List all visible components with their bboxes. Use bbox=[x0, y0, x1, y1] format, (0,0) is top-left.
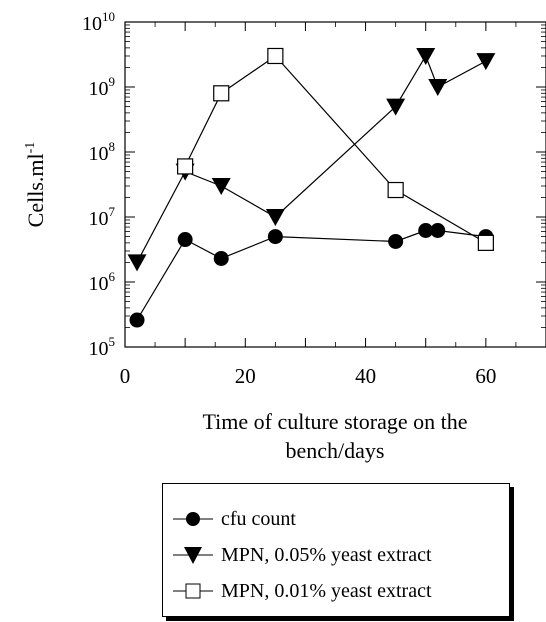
y-tick-label: 107 bbox=[89, 204, 116, 230]
plot-frame bbox=[124, 21, 546, 348]
data-point-circle bbox=[267, 229, 283, 245]
data-point-circle bbox=[129, 312, 145, 328]
legend-symbol-square-open bbox=[173, 583, 213, 599]
x-tick-label: 60 bbox=[475, 364, 496, 388]
y-tick-label: 109 bbox=[89, 74, 116, 100]
x-tick-label: 40 bbox=[355, 364, 376, 388]
data-point-circle bbox=[430, 222, 446, 238]
data-point-circle bbox=[418, 222, 434, 238]
data-point-triangle bbox=[386, 98, 406, 116]
data-point-square bbox=[177, 158, 194, 175]
data-point-triangle bbox=[476, 53, 496, 71]
y-tick-label: 108 bbox=[89, 139, 116, 165]
data-point-triangle bbox=[428, 79, 448, 96]
data-point-triangle bbox=[416, 47, 436, 65]
legend-symbol-circle bbox=[173, 512, 213, 526]
x-axis-label-line2: bench/days bbox=[286, 438, 385, 463]
legend-label: MPN, 0.01% yeast extract bbox=[221, 580, 432, 602]
data-point-circle bbox=[177, 232, 193, 248]
data-point-circle bbox=[213, 250, 229, 266]
data-point-triangle bbox=[265, 209, 285, 226]
legend-item-cfu-count: cfu count bbox=[163, 502, 509, 536]
data-point-square bbox=[213, 85, 230, 102]
legend-symbol-triangle-down bbox=[173, 547, 213, 564]
legend-item-mpn-005: MPN, 0.05% yeast extract bbox=[163, 538, 509, 572]
y-tick-label: 105 bbox=[89, 334, 116, 360]
data-point-circle bbox=[388, 233, 404, 249]
x-tick-label: 20 bbox=[235, 364, 256, 388]
data-point-triangle bbox=[211, 177, 231, 195]
data-point-square bbox=[477, 234, 494, 251]
legend-label: MPN, 0.05% yeast extract bbox=[221, 544, 432, 566]
data-point-square bbox=[267, 47, 284, 65]
x-axis-label-line1: Time of culture storage on the bbox=[203, 409, 468, 434]
data-point-triangle bbox=[127, 254, 147, 272]
y-tick-label: 1010 bbox=[82, 9, 115, 35]
y-tick-label: 106 bbox=[89, 269, 116, 295]
legend: cfu count MPN, 0.05% yeast extract MPN, … bbox=[162, 483, 510, 617]
data-point-square bbox=[387, 181, 404, 199]
legend-label: cfu count bbox=[221, 508, 296, 530]
y-axis-label: Cells.ml-1 bbox=[23, 142, 48, 228]
x-tick-label: 0 bbox=[120, 364, 131, 388]
legend-item-mpn-001: MPN, 0.01% yeast extract bbox=[163, 574, 509, 608]
